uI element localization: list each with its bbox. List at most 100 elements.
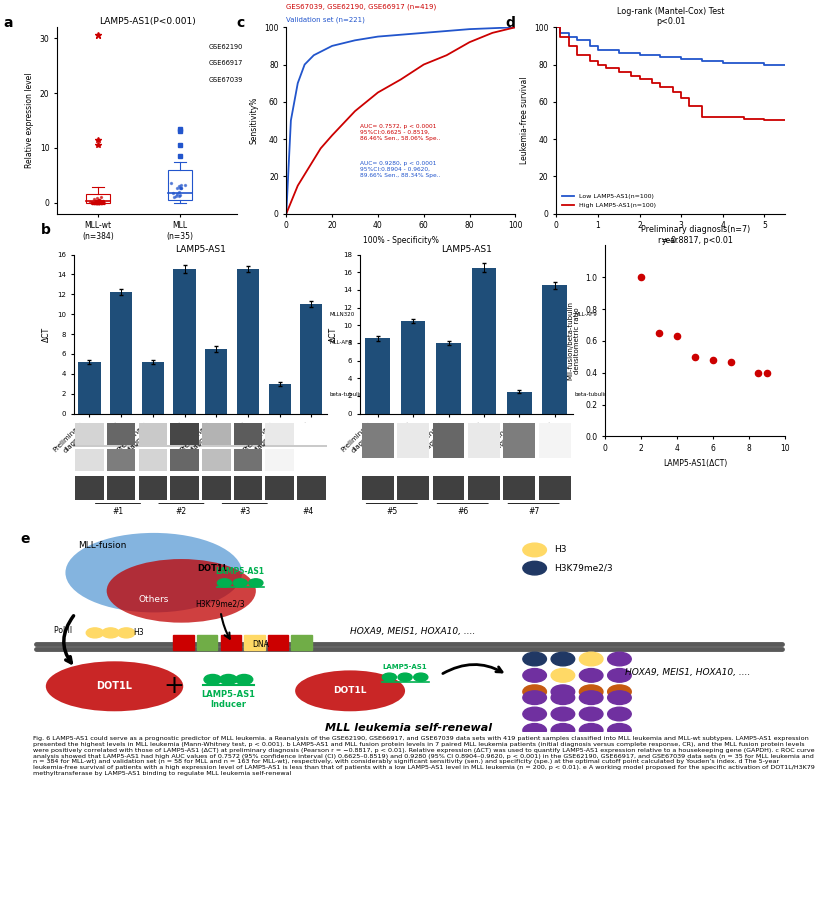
Y-axis label: Sensitivity%: Sensitivity% — [249, 96, 258, 145]
Text: #5: #5 — [386, 507, 398, 516]
Bar — [268, 384, 290, 414]
Bar — [142, 362, 164, 414]
Point — [85, 195, 98, 210]
Bar — [265, 449, 294, 472]
Point — [174, 181, 187, 195]
Circle shape — [551, 707, 575, 721]
Circle shape — [382, 673, 397, 682]
Point — [89, 195, 102, 210]
Point — [761, 365, 774, 380]
Circle shape — [608, 707, 631, 721]
Circle shape — [608, 653, 631, 665]
Bar — [173, 269, 196, 414]
Point — [173, 188, 187, 203]
Circle shape — [236, 674, 253, 684]
Point — [88, 195, 101, 210]
Circle shape — [249, 579, 263, 587]
Bar — [267, 635, 288, 650]
Text: #7: #7 — [528, 507, 539, 516]
Text: DNA: DNA — [252, 640, 269, 648]
Point — [89, 195, 102, 210]
Bar — [170, 423, 199, 445]
Bar — [468, 423, 500, 458]
Text: DOT1L: DOT1L — [97, 681, 133, 692]
Point — [175, 181, 188, 195]
Bar — [503, 476, 535, 500]
Point — [170, 181, 183, 195]
Point — [92, 195, 106, 210]
Point — [88, 195, 101, 210]
Point — [89, 194, 102, 208]
Point — [95, 190, 108, 205]
Point — [86, 195, 99, 210]
Bar — [168, 170, 192, 200]
Text: DOT1L: DOT1L — [334, 686, 366, 695]
Point — [90, 195, 103, 210]
Text: GSE67039: GSE67039 — [209, 76, 243, 83]
Point — [85, 195, 98, 209]
Point — [173, 179, 186, 194]
Point — [91, 195, 104, 210]
Circle shape — [551, 653, 575, 665]
Point — [97, 195, 110, 210]
Circle shape — [551, 685, 575, 698]
Text: Inducer: Inducer — [210, 700, 246, 709]
Text: a: a — [3, 16, 13, 30]
Y-axis label: Leukemia-free survival: Leukemia-free survival — [519, 76, 528, 165]
Text: beta-tubulin: beta-tubulin — [575, 392, 609, 397]
Bar — [436, 343, 461, 414]
Point — [707, 353, 720, 367]
Circle shape — [523, 707, 546, 721]
Bar — [237, 269, 259, 414]
Point — [87, 195, 100, 210]
Bar — [173, 635, 194, 650]
Circle shape — [523, 724, 546, 737]
Text: #1: #1 — [112, 507, 124, 516]
Point — [92, 194, 106, 208]
Point — [95, 195, 108, 210]
Point — [92, 195, 105, 210]
Point — [97, 195, 110, 209]
Bar — [265, 476, 294, 500]
Point — [164, 175, 178, 190]
Circle shape — [523, 562, 546, 575]
Text: Others: Others — [138, 595, 169, 604]
Point — [90, 195, 103, 210]
Text: +: + — [163, 674, 184, 698]
Bar — [79, 362, 101, 414]
Text: AUC= 0.9280, p < 0.0001
95%CI:0.8904 - 0.9620,
89.66% Sen., 88.34% Spe..: AUC= 0.9280, p < 0.0001 95%CI:0.8904 - 0… — [360, 162, 440, 178]
Text: #2: #2 — [176, 507, 187, 516]
Point — [95, 195, 108, 210]
Point — [172, 185, 185, 199]
Point — [88, 195, 101, 210]
Point — [689, 350, 702, 365]
Title: LAMP5-AS1: LAMP5-AS1 — [175, 245, 226, 254]
Point — [92, 194, 105, 208]
Circle shape — [608, 724, 631, 737]
Bar — [297, 449, 326, 472]
Text: MLL-AF9: MLL-AF9 — [575, 313, 597, 317]
Point — [95, 194, 108, 208]
Circle shape — [608, 669, 631, 682]
Bar — [398, 423, 429, 458]
Point — [96, 194, 109, 208]
Point — [88, 195, 101, 210]
Circle shape — [523, 691, 546, 704]
Point — [92, 193, 106, 207]
Text: H3: H3 — [555, 545, 567, 554]
Bar — [365, 338, 390, 414]
Circle shape — [220, 674, 237, 684]
Text: LAMP5-AS1: LAMP5-AS1 — [216, 567, 265, 575]
Text: HOXA9, MEIS1, HOXA10, ....: HOXA9, MEIS1, HOXA10, .... — [625, 668, 750, 677]
Point — [91, 195, 104, 210]
Text: LAMP5-AS1: LAMP5-AS1 — [383, 664, 427, 670]
Point — [92, 195, 105, 210]
Y-axis label: ΔCT: ΔCT — [43, 326, 52, 342]
Bar — [107, 423, 136, 445]
Point — [92, 195, 105, 209]
Circle shape — [86, 628, 104, 638]
Y-axis label: Relative expression level: Relative expression level — [25, 73, 34, 168]
Text: DOT1L: DOT1L — [197, 564, 228, 573]
Point — [92, 195, 106, 210]
Bar — [138, 449, 167, 472]
